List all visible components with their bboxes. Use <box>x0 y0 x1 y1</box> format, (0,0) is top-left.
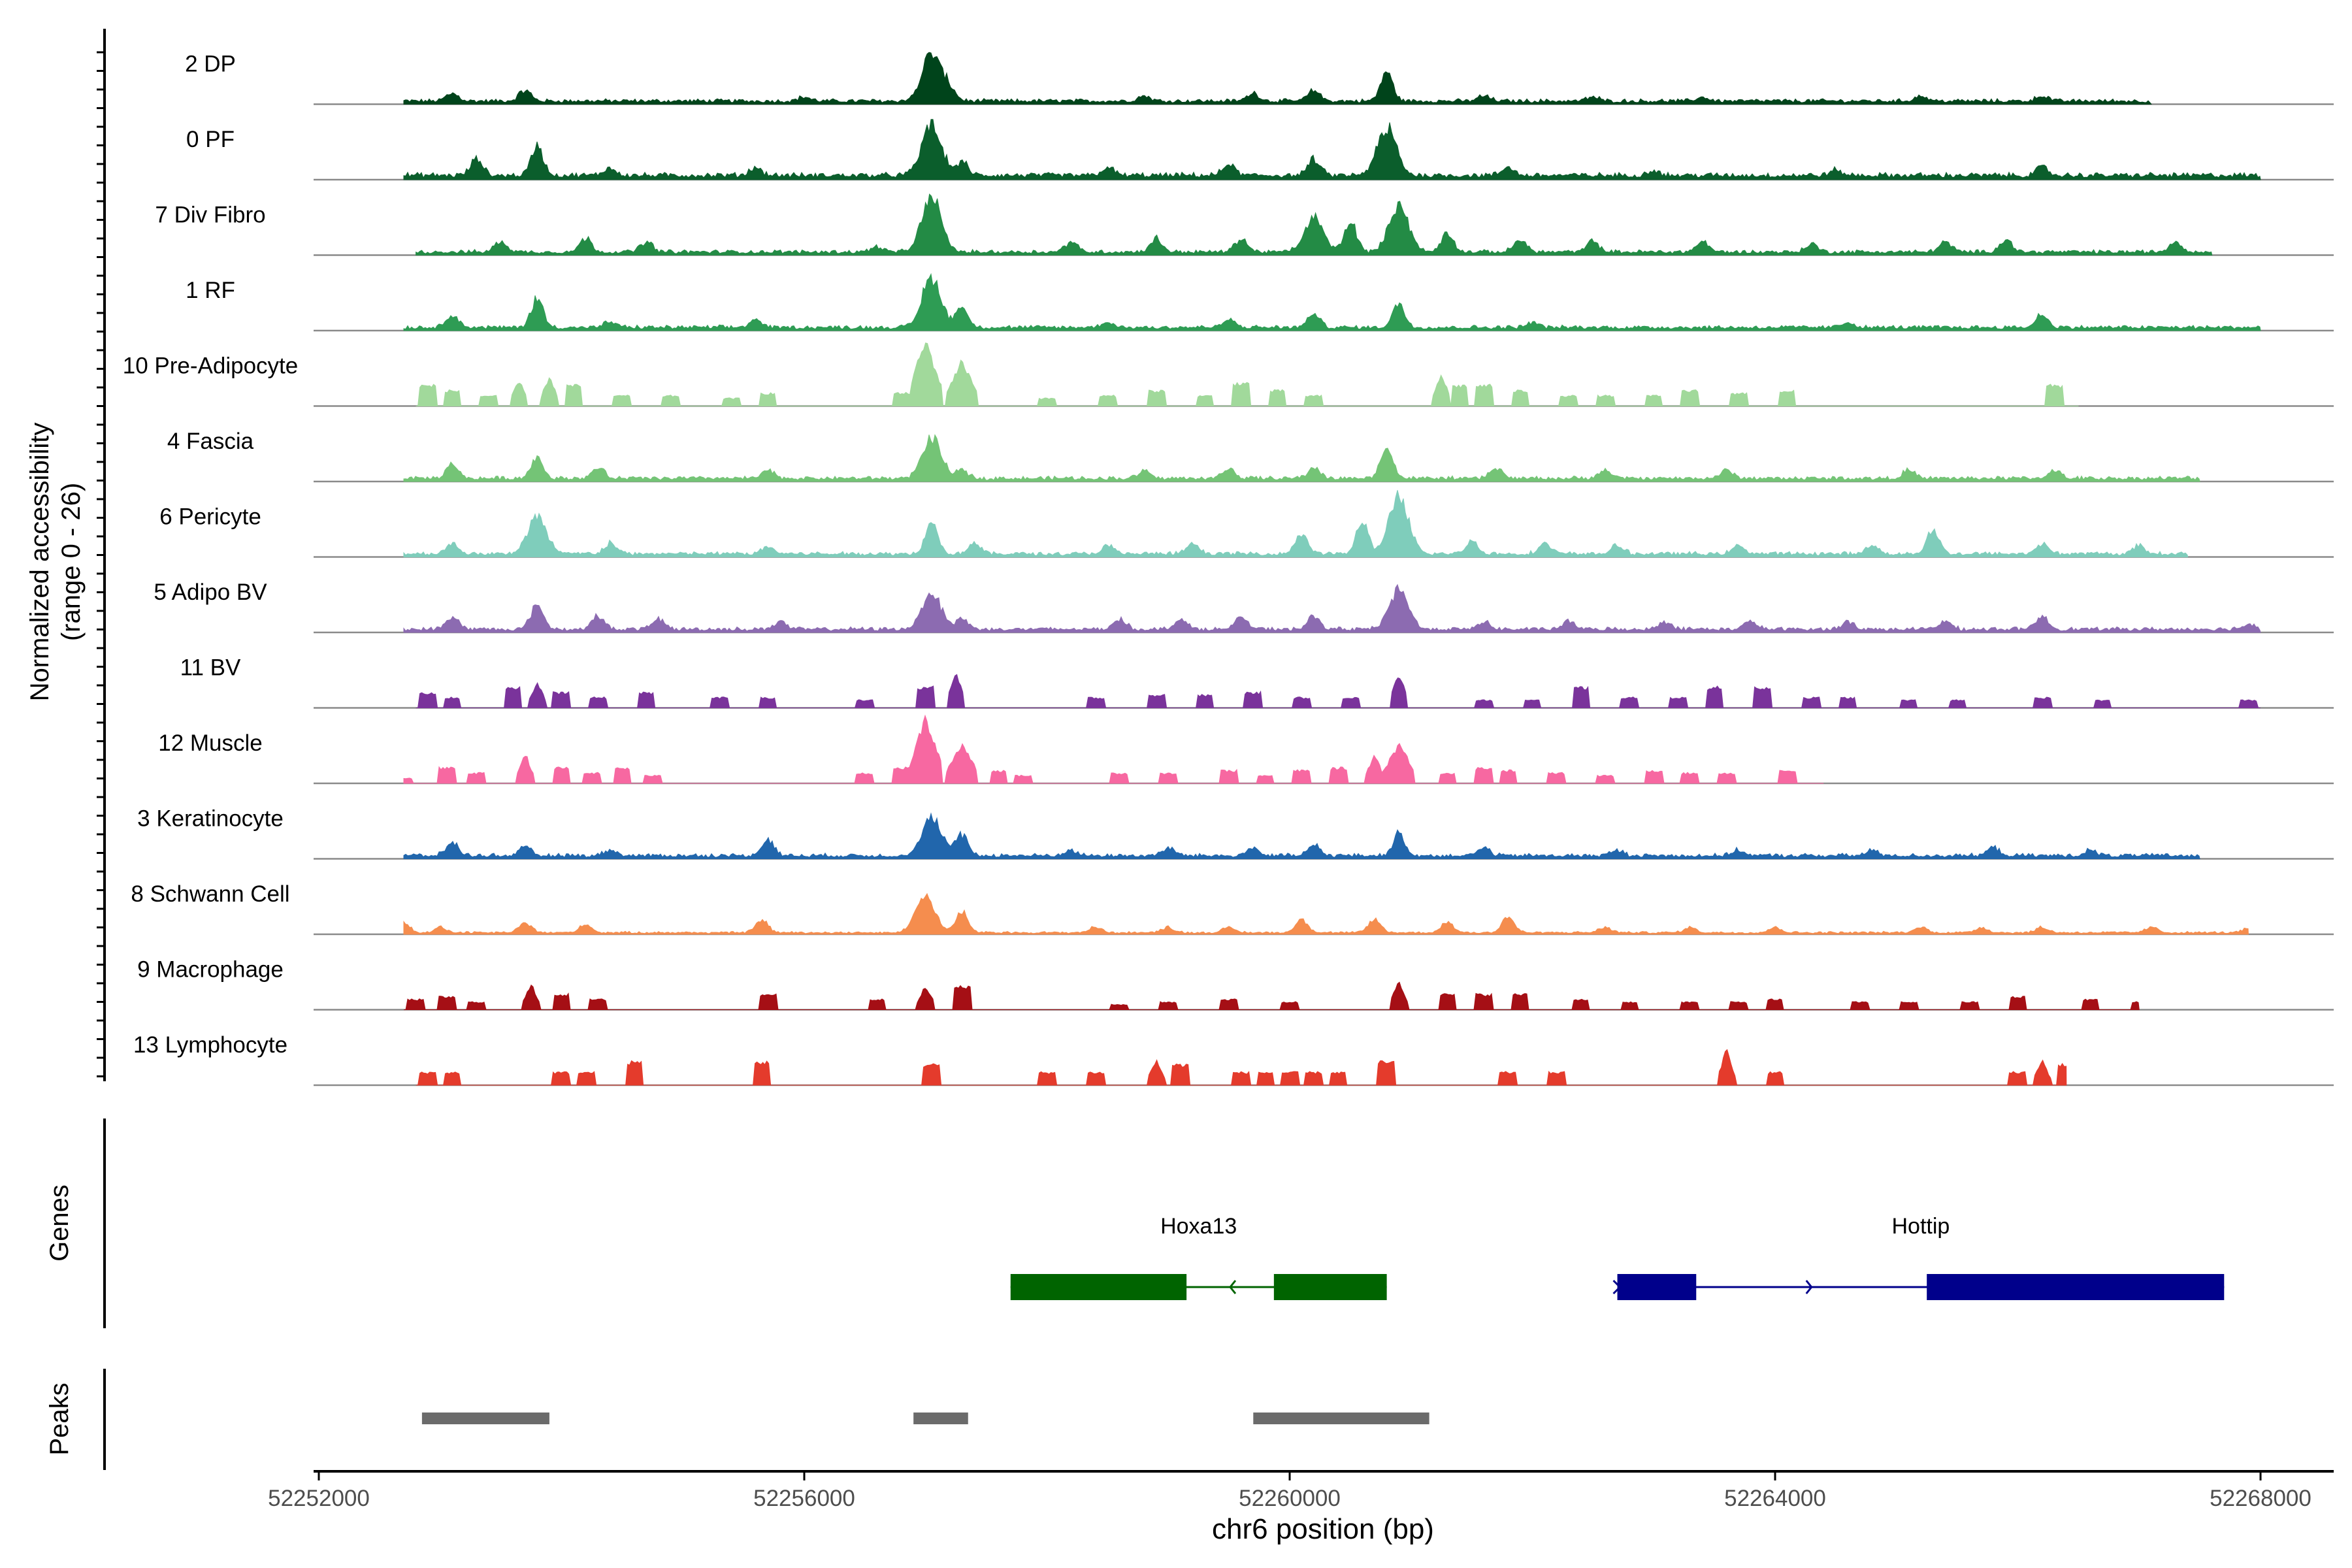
strand-arrow <box>1612 1279 1622 1295</box>
track-2-dp: 2 DP <box>185 52 2334 105</box>
x-axis: 52252000 52256000 52260000 52264000 52268000… <box>268 1470 2334 1545</box>
x-tick-label: 52260000 <box>1239 1486 1341 1511</box>
track-coverage-area <box>403 119 2261 180</box>
track-label: 2 DP <box>185 52 236 77</box>
track-11-bv: 11 BV <box>180 655 2334 709</box>
track-coverage-area <box>403 434 2200 482</box>
track-coverage-area <box>403 490 2189 557</box>
track-0-pf: 0 PF <box>186 119 2334 181</box>
gene-models: Hoxa13 Hottip <box>1010 1214 2225 1300</box>
gene-exon <box>1617 1274 1697 1300</box>
peak-regions <box>421 1413 1429 1424</box>
track-1-rf: 1 RF <box>186 272 2334 332</box>
peak-region <box>1253 1413 1429 1424</box>
track-10-pre-adipocyte: 10 Pre-Adipocyte <box>123 342 2334 407</box>
gene-exon <box>1273 1274 1387 1300</box>
track-label: 7 Div Fibro <box>155 203 265 228</box>
track-4-fascia: 4 Fascia <box>167 429 2334 483</box>
track-label: 6 Pericyte <box>159 504 261 530</box>
y-axis-label-line2: (range 0 - 26) <box>57 483 86 641</box>
track-9-macrophage: 9 Macrophage <box>137 957 2334 1011</box>
coverage-y-ticks <box>97 51 105 1077</box>
peaks-panel: Peaks <box>45 1369 1429 1470</box>
track-label: 3 Keratinocyte <box>137 806 284 832</box>
track-coverage-area <box>403 892 2249 935</box>
x-axis-ticks: 52252000 52256000 52260000 52264000 52268000 <box>268 1471 2311 1511</box>
track-label: 4 Fascia <box>167 429 254 454</box>
peaks-panel-label: Peaks <box>45 1382 74 1455</box>
coverage-panel: Normalized accessibility (range 0 - 26) … <box>25 29 2334 1086</box>
track-coverage-area <box>416 193 2213 255</box>
gene-label: Hoxa13 <box>1160 1214 1237 1239</box>
track-label: 12 Muscle <box>158 730 263 756</box>
x-axis-title: chr6 position (bp) <box>1212 1513 1434 1545</box>
track-label: 13 Lymphocyte <box>133 1032 287 1058</box>
gene-label: Hottip <box>1891 1214 1950 1239</box>
peak-region <box>421 1413 549 1424</box>
track-label: 11 BV <box>180 655 241 681</box>
track-6-pericyte: 6 Pericyte <box>159 490 2334 558</box>
track-coverage-area <box>416 674 2261 708</box>
gene-exon <box>1010 1274 1187 1300</box>
y-axis-label-line1: Normalized accessibility <box>25 423 54 702</box>
track-coverage-area <box>403 583 2261 633</box>
track-label: 5 Adipo BV <box>154 580 267 605</box>
track-coverage-area <box>416 342 2079 406</box>
track-coverage-area <box>403 52 2152 105</box>
strand-arrow <box>1229 1280 1237 1294</box>
track-5-adipo-bv: 5 Adipo BV <box>154 580 2334 634</box>
gene-hoxa13: Hoxa13 <box>1010 1214 1387 1300</box>
track-coverage-area <box>416 1049 2067 1086</box>
coverage-tracks: 2 DP 0 PF 7 Div Fibro 1 RF 10 Pre-Adipocyte 4… <box>123 52 2334 1086</box>
strand-arrow <box>1805 1280 1813 1294</box>
peak-region <box>913 1413 968 1424</box>
track-label: 1 RF <box>186 278 235 303</box>
x-tick-label: 52252000 <box>268 1486 370 1511</box>
gene-exon <box>1927 1274 2225 1300</box>
track-12-muscle: 12 Muscle <box>158 714 2334 785</box>
track-8-schwann-cell: 8 Schwann Cell <box>131 881 2334 936</box>
gene-hottip: Hottip <box>1612 1214 2225 1300</box>
genes-panel: Genes Hoxa13 Hottip <box>45 1119 2225 1328</box>
track-coverage-area <box>403 272 2261 331</box>
track-coverage-area <box>403 714 1824 784</box>
track-7-div-fibro: 7 Div Fibro <box>155 193 2334 256</box>
track-label: 0 PF <box>186 127 235 152</box>
track-13-lymphocyte: 13 Lymphocyte <box>133 1032 2334 1086</box>
x-tick-label: 52256000 <box>753 1486 855 1511</box>
x-tick-label: 52264000 <box>1724 1486 1826 1511</box>
x-tick-label: 52268000 <box>2210 1486 2311 1511</box>
track-label: 9 Macrophage <box>137 957 284 983</box>
genes-panel-label: Genes <box>45 1184 74 1262</box>
track-coverage-area <box>404 981 2140 1010</box>
track-coverage-area <box>403 812 2200 859</box>
track-label: 10 Pre-Adipocyte <box>123 353 298 379</box>
track-label: 8 Schwann Cell <box>131 881 289 907</box>
track-3-keratinocyte: 3 Keratinocyte <box>137 806 2334 860</box>
